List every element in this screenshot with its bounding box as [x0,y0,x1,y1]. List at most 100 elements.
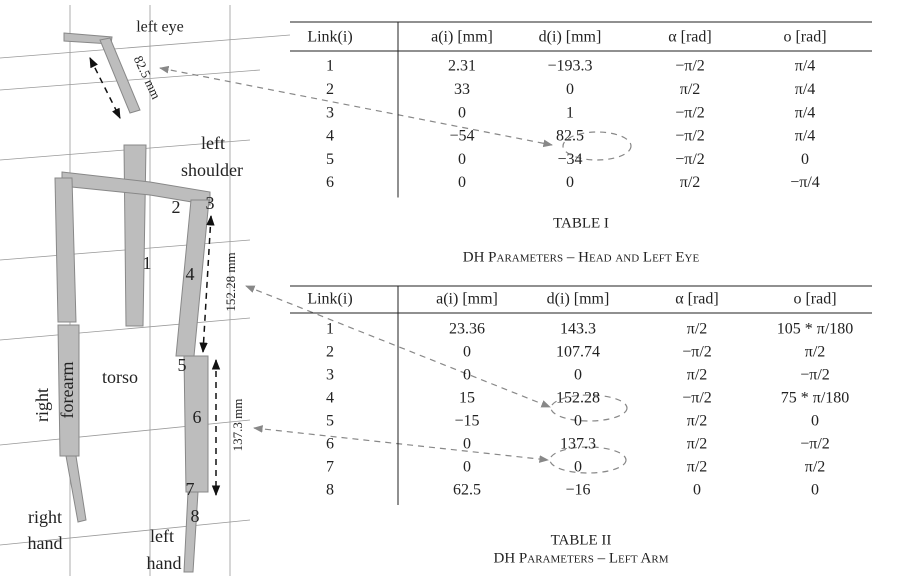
table-cell: π/4 [795,81,816,98]
grid-line [0,420,250,445]
table-cell: 33 [454,81,470,98]
table-cell: 6 [326,436,334,453]
table-cell: 3 [326,367,334,384]
figure-label: left [150,526,174,546]
table-cell: 0 [811,482,819,499]
figure-label: hand [147,553,182,573]
table-cell: 105 * π/180 [777,321,854,338]
right-hand [66,456,86,522]
figure-label: 82.5 mm [131,53,164,101]
table-header: o [rad] [783,29,826,46]
table-cell: −π/2 [675,58,705,75]
table-cell: 0 [566,174,574,191]
table-cell: 0 [463,459,471,476]
table-header: a(i) [mm] [436,291,498,308]
table-cell: 137.3 [560,436,596,453]
table-cell: π/2 [680,81,701,98]
table-cell: 143.3 [560,321,596,338]
link-arrow [254,428,548,460]
table-cell: 0 [693,482,701,499]
figure-label: right [28,507,62,527]
figure-label: 152.28 mm [223,252,238,311]
table-cell: −π/2 [800,436,830,453]
table-cell: π/2 [805,459,826,476]
figure-label: 137.3 mm [230,399,245,452]
table-cell: 62.5 [453,482,481,499]
figure-label: hand [28,533,63,553]
table-cell: 1 [326,58,334,75]
figure-label: torso [102,367,138,387]
table-cell: −π/2 [675,151,705,168]
table-cell: 6 [326,174,334,191]
table-title: DH Parameters – Head and Left Eye [463,249,700,265]
table-cell: 152.28 [556,390,600,407]
table-cell: −16 [565,482,590,499]
table-cell: 0 [458,174,466,191]
table-cell: π/4 [795,58,816,75]
table-cell: 8 [326,482,334,499]
table-cell: 4 [326,128,334,145]
figure-label: 1 [143,253,152,273]
table-header: α [rad] [668,29,711,46]
table-cell: 2 [326,344,334,361]
figure-label: 7 [186,479,195,499]
table-cell: 82.5 [556,128,584,145]
figure-label: left eye [136,19,184,36]
torso-link [124,145,146,326]
figure-label: 8 [191,506,200,526]
table-header: α [rad] [675,291,718,308]
table-cell: −π/2 [800,367,830,384]
table-cell: −15 [454,413,479,430]
table-cell: 1 [566,104,574,121]
table-cell: 0 [566,81,574,98]
table-cell: 4 [326,390,334,407]
figure-label: 5 [178,355,187,375]
table-header: Link(i) [307,291,352,308]
table-cell: 23.36 [449,321,485,338]
figure-label: left [201,133,225,153]
table-cell: −54 [449,128,474,145]
table-cell: 0 [458,151,466,168]
table-header: Link(i) [307,29,352,46]
table-title: DH Parameters – Left Arm [494,550,669,566]
table-caption: TABLE I [553,215,609,231]
table-cell: 1 [326,321,334,338]
table-cell: π/4 [795,104,816,121]
figure-label: 3 [206,193,215,213]
table-header: d(i) [mm] [539,29,602,46]
table-cell: −π/2 [675,104,705,121]
table-cell: −π/4 [790,174,820,191]
table-cell: −π/2 [682,390,712,407]
table-cell: π/2 [805,344,826,361]
table-cell: 7 [326,459,334,476]
table-cell: 0 [574,413,582,430]
table-cell: 0 [458,104,466,121]
table-header: o [rad] [793,291,836,308]
table-cell: 0 [801,151,809,168]
table-cell: π/2 [680,174,701,191]
right-upper-arm [55,178,76,322]
table-cell: 0 [463,436,471,453]
eye-link [100,38,140,113]
table-cell: π/2 [687,367,708,384]
table-cell: 0 [811,413,819,430]
table-cell: 5 [326,413,334,430]
figure-label: shoulder [181,160,243,180]
table-cell: 0 [463,367,471,384]
table-cell: 2.31 [448,58,476,75]
table-cell: 0 [463,344,471,361]
grid-line [0,318,250,340]
table-cell: 3 [326,104,334,121]
table-cell: π/2 [687,413,708,430]
table-cell: π/2 [687,459,708,476]
figure-label: forearm [57,362,77,419]
figure-label: 6 [193,407,202,427]
table-cell: −34 [557,151,582,168]
table-cell: π/2 [687,321,708,338]
table-cell: −193.3 [547,58,592,75]
table-cell: −π/2 [675,128,705,145]
table-header: d(i) [mm] [547,291,610,308]
table-cell: 15 [459,390,475,407]
table-caption: TABLE II [551,532,612,548]
table-cell: 0 [574,459,582,476]
